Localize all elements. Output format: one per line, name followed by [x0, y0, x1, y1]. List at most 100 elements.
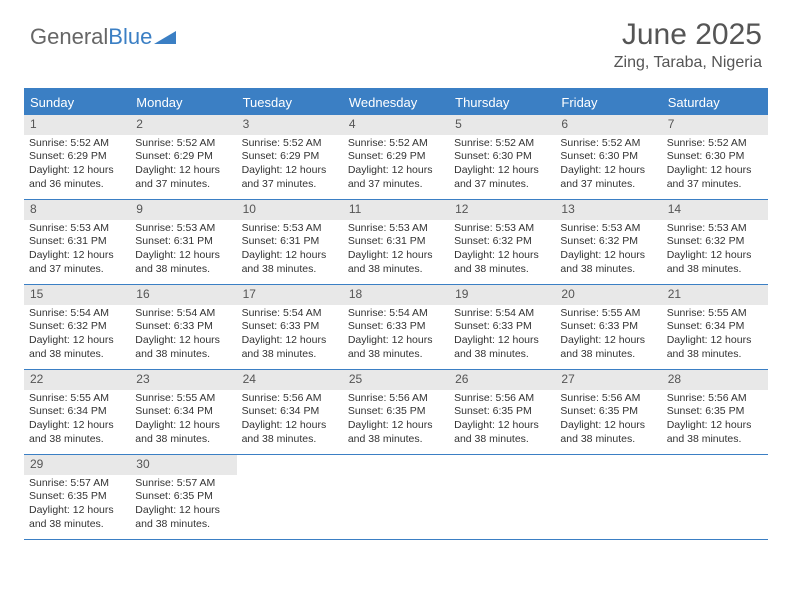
day-cell: 6Sunrise: 5:52 AMSunset: 6:30 PMDaylight… [555, 115, 661, 199]
day-cell: 29Sunrise: 5:57 AMSunset: 6:35 PMDayligh… [24, 455, 130, 539]
sunset-text: Sunset: 6:31 PM [348, 235, 444, 249]
sunset-text: Sunset: 6:29 PM [242, 150, 338, 164]
daylight-text: Daylight: 12 hours and 38 minutes. [135, 249, 231, 276]
brand-logo: GeneralBlue [30, 18, 176, 50]
day-cell: 27Sunrise: 5:56 AMSunset: 6:35 PMDayligh… [555, 370, 661, 454]
day-body: Sunrise: 5:55 AMSunset: 6:34 PMDaylight:… [130, 390, 236, 451]
day-cell: 23Sunrise: 5:55 AMSunset: 6:34 PMDayligh… [130, 370, 236, 454]
sunrise-text: Sunrise: 5:54 AM [135, 307, 231, 321]
day-cell: 18Sunrise: 5:54 AMSunset: 6:33 PMDayligh… [343, 285, 449, 369]
daylight-text: Daylight: 12 hours and 38 minutes. [560, 249, 656, 276]
day-cell: 22Sunrise: 5:55 AMSunset: 6:34 PMDayligh… [24, 370, 130, 454]
sunrise-text: Sunrise: 5:54 AM [454, 307, 550, 321]
sunrise-text: Sunrise: 5:55 AM [135, 392, 231, 406]
sunset-text: Sunset: 6:33 PM [560, 320, 656, 334]
daylight-text: Daylight: 12 hours and 37 minutes. [348, 164, 444, 191]
day-of-week-row: SundayMondayTuesdayWednesdayThursdayFrid… [24, 90, 768, 115]
day-body: Sunrise: 5:53 AMSunset: 6:31 PMDaylight:… [24, 220, 130, 281]
sunrise-text: Sunrise: 5:52 AM [560, 137, 656, 151]
dow-label: Friday [555, 90, 661, 115]
sunset-text: Sunset: 6:32 PM [667, 235, 763, 249]
day-number: 12 [449, 200, 555, 220]
day-number: 14 [662, 200, 768, 220]
day-number: 17 [237, 285, 343, 305]
brand-triangle-icon [154, 24, 176, 50]
sunset-text: Sunset: 6:35 PM [667, 405, 763, 419]
sunset-text: Sunset: 6:33 PM [348, 320, 444, 334]
day-body: Sunrise: 5:56 AMSunset: 6:35 PMDaylight:… [555, 390, 661, 451]
sunset-text: Sunset: 6:33 PM [454, 320, 550, 334]
day-body: Sunrise: 5:53 AMSunset: 6:32 PMDaylight:… [555, 220, 661, 281]
daylight-text: Daylight: 12 hours and 38 minutes. [667, 249, 763, 276]
day-cell: 2Sunrise: 5:52 AMSunset: 6:29 PMDaylight… [130, 115, 236, 199]
day-number: 15 [24, 285, 130, 305]
day-cell: 5Sunrise: 5:52 AMSunset: 6:30 PMDaylight… [449, 115, 555, 199]
sunset-text: Sunset: 6:35 PM [560, 405, 656, 419]
sunrise-text: Sunrise: 5:53 AM [454, 222, 550, 236]
daylight-text: Daylight: 12 hours and 38 minutes. [560, 419, 656, 446]
day-body: Sunrise: 5:52 AMSunset: 6:29 PMDaylight:… [343, 135, 449, 196]
day-number: 26 [449, 370, 555, 390]
dow-label: Thursday [449, 90, 555, 115]
day-cell: 10Sunrise: 5:53 AMSunset: 6:31 PMDayligh… [237, 200, 343, 284]
sunset-text: Sunset: 6:32 PM [454, 235, 550, 249]
sunset-text: Sunset: 6:35 PM [135, 490, 231, 504]
day-cell: 24Sunrise: 5:56 AMSunset: 6:34 PMDayligh… [237, 370, 343, 454]
day-cell [662, 455, 768, 539]
sunrise-text: Sunrise: 5:55 AM [667, 307, 763, 321]
day-body: Sunrise: 5:52 AMSunset: 6:29 PMDaylight:… [130, 135, 236, 196]
sunrise-text: Sunrise: 5:57 AM [135, 477, 231, 491]
daylight-text: Daylight: 12 hours and 38 minutes. [135, 419, 231, 446]
daylight-text: Daylight: 12 hours and 38 minutes. [242, 249, 338, 276]
daylight-text: Daylight: 12 hours and 37 minutes. [135, 164, 231, 191]
week-row: 29Sunrise: 5:57 AMSunset: 6:35 PMDayligh… [24, 455, 768, 540]
day-cell: 15Sunrise: 5:54 AMSunset: 6:32 PMDayligh… [24, 285, 130, 369]
day-number: 16 [130, 285, 236, 305]
day-cell: 8Sunrise: 5:53 AMSunset: 6:31 PMDaylight… [24, 200, 130, 284]
sunrise-text: Sunrise: 5:55 AM [560, 307, 656, 321]
sunrise-text: Sunrise: 5:52 AM [135, 137, 231, 151]
day-number: 28 [662, 370, 768, 390]
day-body: Sunrise: 5:53 AMSunset: 6:32 PMDaylight:… [449, 220, 555, 281]
sunset-text: Sunset: 6:34 PM [135, 405, 231, 419]
sunset-text: Sunset: 6:35 PM [29, 490, 125, 504]
day-number: 4 [343, 115, 449, 135]
location-text: Zing, Taraba, Nigeria [614, 54, 762, 72]
daylight-text: Daylight: 12 hours and 38 minutes. [667, 334, 763, 361]
day-number: 25 [343, 370, 449, 390]
calendar: SundayMondayTuesdayWednesdayThursdayFrid… [24, 88, 768, 540]
day-body: Sunrise: 5:56 AMSunset: 6:35 PMDaylight:… [662, 390, 768, 451]
sunset-text: Sunset: 6:35 PM [348, 405, 444, 419]
title-block: June 2025 Zing, Taraba, Nigeria [614, 18, 762, 72]
day-body: Sunrise: 5:57 AMSunset: 6:35 PMDaylight:… [130, 475, 236, 536]
day-body: Sunrise: 5:54 AMSunset: 6:33 PMDaylight:… [130, 305, 236, 366]
day-cell: 28Sunrise: 5:56 AMSunset: 6:35 PMDayligh… [662, 370, 768, 454]
day-body: Sunrise: 5:54 AMSunset: 6:33 PMDaylight:… [343, 305, 449, 366]
sunset-text: Sunset: 6:32 PM [29, 320, 125, 334]
day-number: 30 [130, 455, 236, 475]
sunset-text: Sunset: 6:30 PM [454, 150, 550, 164]
day-cell: 3Sunrise: 5:52 AMSunset: 6:29 PMDaylight… [237, 115, 343, 199]
day-body: Sunrise: 5:52 AMSunset: 6:30 PMDaylight:… [555, 135, 661, 196]
dow-label: Sunday [24, 90, 130, 115]
weeks-container: 1Sunrise: 5:52 AMSunset: 6:29 PMDaylight… [24, 115, 768, 540]
day-number: 29 [24, 455, 130, 475]
daylight-text: Daylight: 12 hours and 38 minutes. [348, 419, 444, 446]
daylight-text: Daylight: 12 hours and 38 minutes. [454, 249, 550, 276]
sunset-text: Sunset: 6:33 PM [135, 320, 231, 334]
daylight-text: Daylight: 12 hours and 38 minutes. [560, 334, 656, 361]
daylight-text: Daylight: 12 hours and 38 minutes. [454, 334, 550, 361]
sunset-text: Sunset: 6:29 PM [135, 150, 231, 164]
day-cell: 25Sunrise: 5:56 AMSunset: 6:35 PMDayligh… [343, 370, 449, 454]
week-row: 22Sunrise: 5:55 AMSunset: 6:34 PMDayligh… [24, 370, 768, 455]
day-body: Sunrise: 5:53 AMSunset: 6:31 PMDaylight:… [237, 220, 343, 281]
daylight-text: Daylight: 12 hours and 38 minutes. [348, 249, 444, 276]
day-body: Sunrise: 5:56 AMSunset: 6:35 PMDaylight:… [343, 390, 449, 451]
day-number: 19 [449, 285, 555, 305]
sunset-text: Sunset: 6:29 PM [29, 150, 125, 164]
sunrise-text: Sunrise: 5:53 AM [242, 222, 338, 236]
day-cell: 21Sunrise: 5:55 AMSunset: 6:34 PMDayligh… [662, 285, 768, 369]
sunrise-text: Sunrise: 5:52 AM [29, 137, 125, 151]
sunrise-text: Sunrise: 5:53 AM [29, 222, 125, 236]
day-body: Sunrise: 5:53 AMSunset: 6:31 PMDaylight:… [130, 220, 236, 281]
